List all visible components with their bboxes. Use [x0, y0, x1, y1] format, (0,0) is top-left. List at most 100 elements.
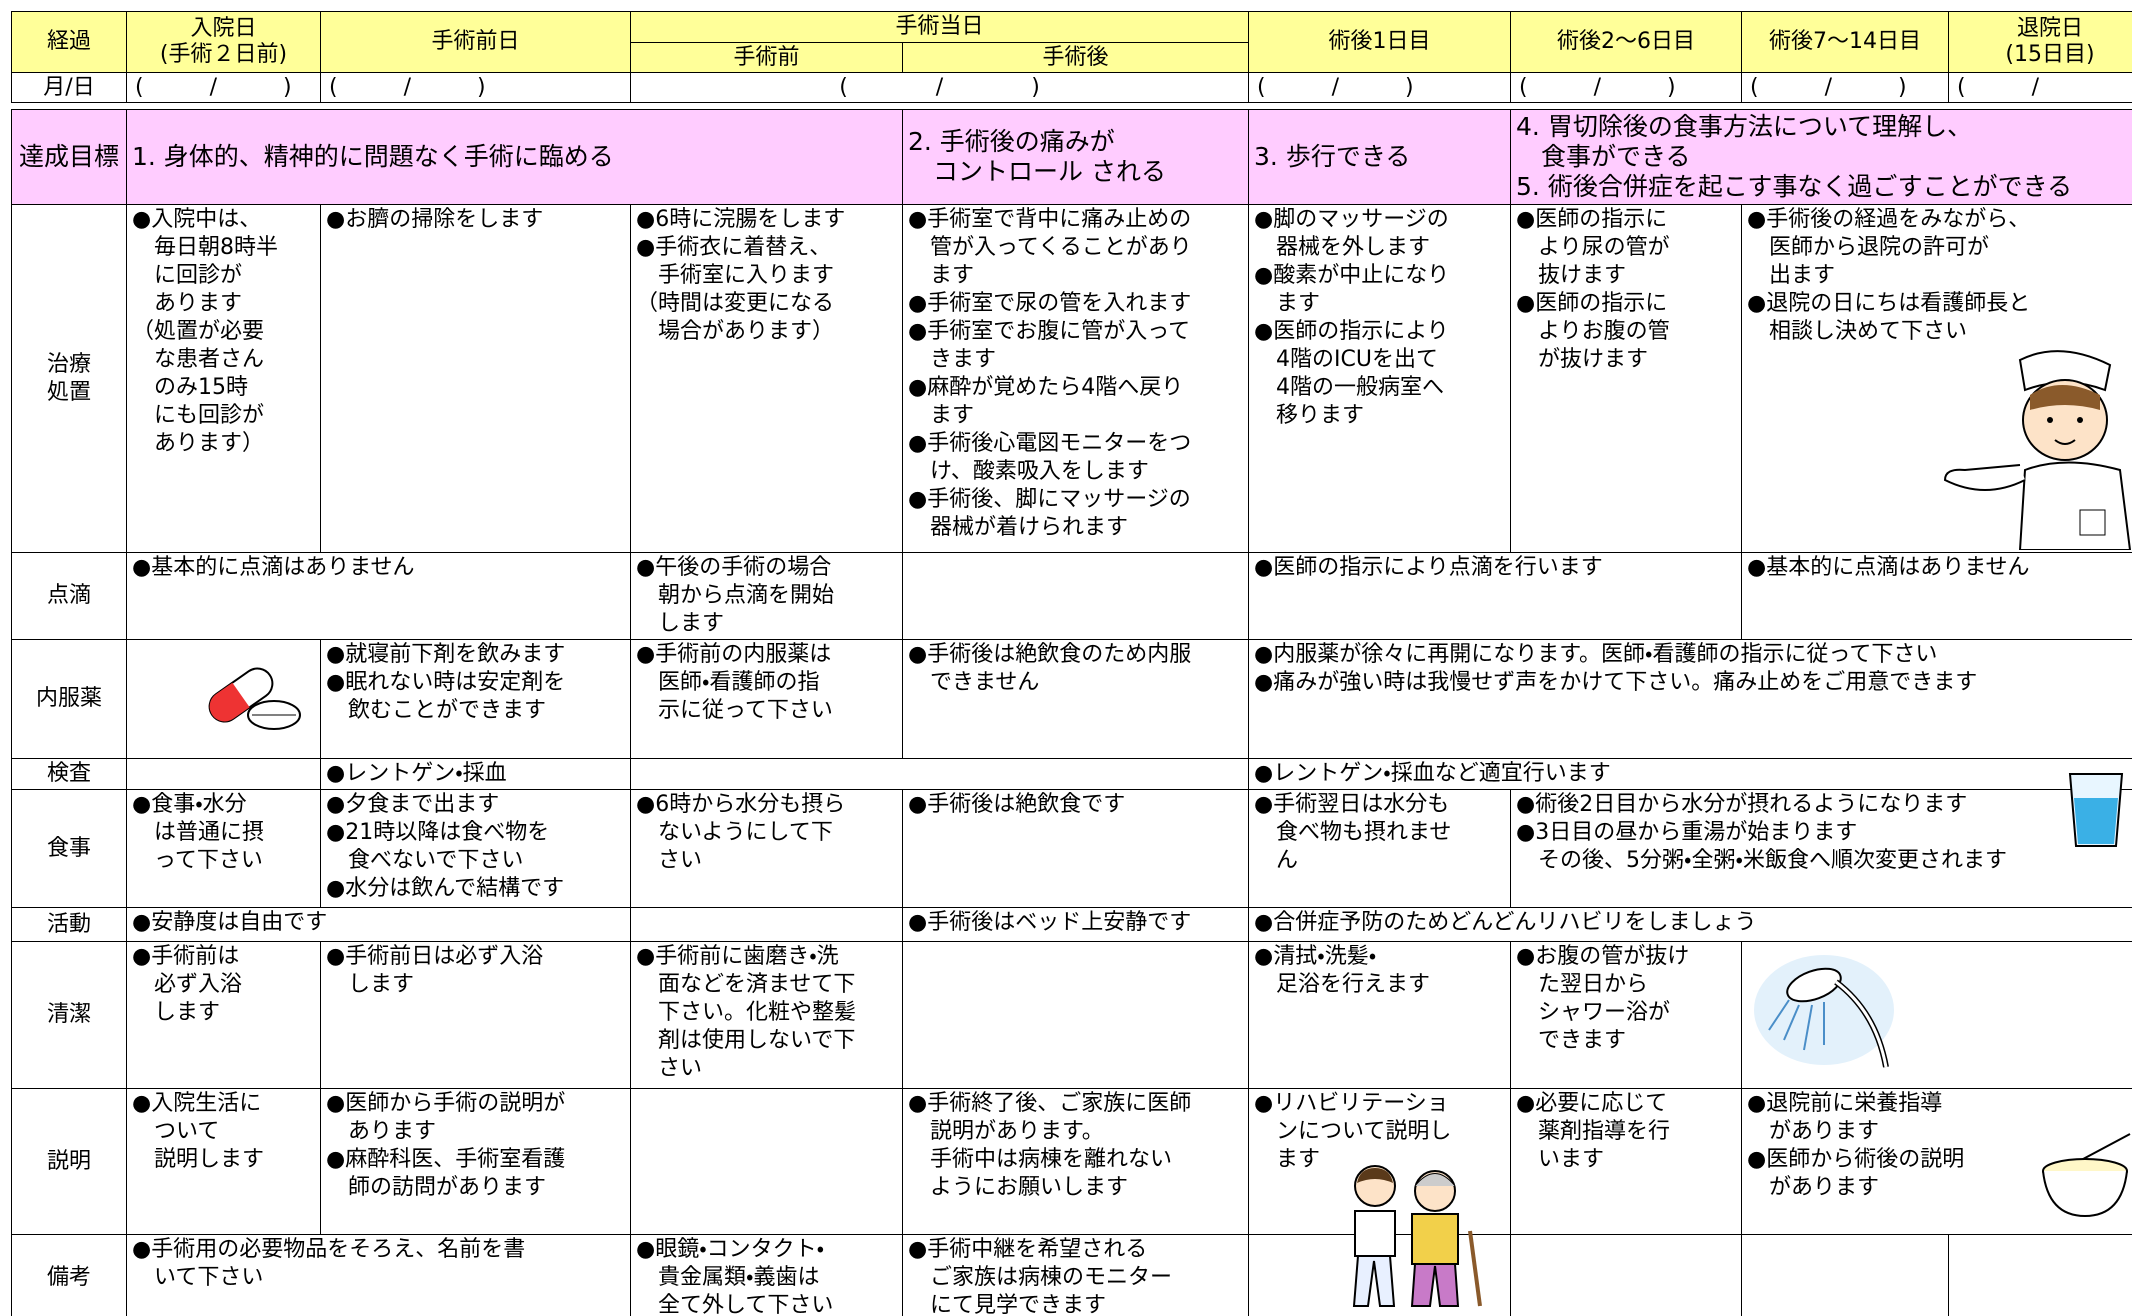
- cell: ●手術室で背中に痛み止めの 管が入ってくることがあり ます ●手術室で尿の管を入…: [901, 204, 1250, 553]
- row-label: 清潔: [11, 941, 127, 1089]
- cell: ●眼鏡・コンタクト・ 貴金属類・義歯は 全て外して下さい: [630, 1234, 903, 1316]
- row: 検査 ●レントゲン・採血 ●レントゲン・採血など適宜行います: [11, 758, 2132, 790]
- cell: ●6時から水分も摂ら ないようにして下 さい: [630, 789, 903, 908]
- row: 治療 処置 ●入院中は、 毎日朝8時半 に回診が あります （処置が必要 な患者…: [11, 204, 2132, 553]
- cell: ●基本的に点滴はありません: [1741, 552, 2132, 640]
- nurse-illustration: [1943, 350, 2132, 550]
- cell: ●入院中は、 毎日朝8時半 に回診が あります （処置が必要 な患者さん のみ1…: [126, 204, 321, 553]
- row-label: 達成目標: [11, 109, 127, 205]
- cell: [901, 941, 1250, 1089]
- bowl-illustration: [2042, 1133, 2131, 1218]
- header-cell: 術後1日目: [1248, 11, 1512, 73]
- cell: ●レントゲン・採血: [320, 758, 631, 790]
- date-row: 月/日 ( / ) ( / ) ( / ) ( / ) ( / ) ( / ) …: [11, 72, 2132, 103]
- row: 備考 ●手術用の必要物品をそろえ、名前を書 いて下さい ●眼鏡・コンタクト・ 貴…: [11, 1234, 2132, 1316]
- header-cell: 術後7～14日目: [1741, 11, 1950, 73]
- cell: ●基本的に点滴はありません: [126, 552, 631, 640]
- row: 食事 ●食事・水分 は普通に摂 って下さい ●夕食まで出ます ●21時以降は食べ…: [11, 789, 2132, 908]
- cell: ●医師の指示に より尿の管が 抜けます ●医師の指示に よりお腹の管 が抜けます: [1510, 204, 1743, 553]
- cell: ●手術用の必要物品をそろえ、名前を書 いて下さい: [126, 1234, 631, 1316]
- header-row: 経過 入院日 (手術２日前) 手術前日 手術当日 術後1日目 術後2～6日目 術…: [11, 11, 2132, 73]
- cell: ●必要に応じて 薬剤指導を行 います: [1510, 1088, 1743, 1235]
- cell: [630, 907, 903, 942]
- row-label: 説明: [11, 1088, 127, 1235]
- header-cell: 手術当日: [629, 11, 1250, 43]
- header-cell: 経過: [11, 11, 127, 73]
- cell: ●合併症予防のためどんどんリハビリをしましょう: [1248, 907, 2132, 942]
- header-row: 手術前 手術後: [12, 42, 2132, 73]
- cell: ●夕食まで出ます ●21時以降は食べ物を 食べないで下さい ●水分は飲んで結構で…: [320, 789, 631, 908]
- date-cell: ( /: [1948, 72, 2132, 103]
- header-cell: 術後2～6日目: [1510, 11, 1743, 73]
- cell: ●手術前に歯磨き・洗 面などを済ませて下 下さい。化粧や整髪 剤は使用しないで下…: [630, 941, 903, 1089]
- row: 活動 ●安静度は自由です ●手術後はベッド上安静です ●合併症予防のためどんどん…: [11, 907, 2132, 942]
- cell: ●6時に浣腸をします ●手術衣に着替え、 手術室に入ります （時間は変更になる …: [630, 204, 903, 553]
- date-cell: ( / ): [1741, 72, 1950, 103]
- row-label: 検査: [11, 758, 127, 790]
- cell: ●清拭・洗髪・ 足浴を行えます: [1248, 941, 1512, 1089]
- row-label: 備考: [11, 1234, 127, 1316]
- cell: ●医師から手術の説明が あります ●麻酔科医、手術室看護 師の訪問があります: [320, 1088, 631, 1235]
- row-label: 点滴: [11, 552, 127, 640]
- goal-cell: 3. 歩行できる: [1248, 109, 1512, 205]
- date-cell: ( / ): [320, 72, 631, 103]
- glass-illustration: [2068, 773, 2124, 847]
- cell: ●手術終了後、ご家族に医師 説明があります。 手術中は病棟を離れない ようにお願…: [901, 1088, 1250, 1235]
- cell: ●お臍の掃除をします: [320, 204, 631, 553]
- row: 内服薬 ●就寝前下剤を飲みます ●眠れない時は安定剤を 飲むことができます ●手…: [11, 639, 2132, 759]
- cell: ●手術後は絶飲食です: [901, 789, 1250, 908]
- row-label: 治療 処置: [11, 204, 127, 553]
- shower-illustration: [1754, 955, 1894, 1068]
- goal-cell: 1. 身体的、精神的に問題なく手術に臨める: [126, 109, 903, 205]
- header-cell: 入院日 (手術２日前): [126, 11, 321, 73]
- cell: ●就寝前下剤を飲みます ●眠れない時は安定剤を 飲むことができます: [320, 639, 631, 759]
- cell: [629, 758, 1250, 790]
- cell: ●入院生活に ついて 説明します: [126, 1088, 321, 1235]
- header-cell: 手術後: [901, 42, 1250, 73]
- row-label: 月/日: [11, 72, 127, 103]
- goal-row: 達成目標 1. 身体的、精神的に問題なく手術に臨める 2. 手術後の痛みが コン…: [11, 109, 2132, 205]
- header-cell: 手術前: [630, 42, 903, 73]
- cell: ●食事・水分 は普通に摂 って下さい: [126, 789, 321, 908]
- row-label: 活動: [11, 907, 127, 942]
- cell: [126, 758, 321, 790]
- row: 説明 ●入院生活に ついて 説明します ●医師から手術の説明が あります ●麻酔…: [11, 1088, 2132, 1235]
- walking-people-illustration: [1352, 1165, 1482, 1307]
- spacer: [11, 102, 2132, 110]
- cell: ●午後の手術の場合 朝から点滴を開始 します: [630, 552, 903, 640]
- date-cell: ( / ): [126, 72, 321, 103]
- cell: ●レントゲン・採血など適宜行います: [1248, 758, 2132, 790]
- cell: ●手術後は絶飲食のため内服 できません: [901, 639, 1250, 759]
- cell: ●内服薬が徐々に再開になります。医師・看護師の指示に従って下さい ●痛みが強い時…: [1248, 639, 2132, 759]
- date-cell: ( / ): [1248, 72, 1512, 103]
- spacer-cell: [11, 102, 2132, 110]
- cell: ●術後2日目から水分が摂れるようになります ●3日目の昼から重湯が始まります そ…: [1510, 789, 2132, 908]
- cell: ●医師の指示により点滴を行います: [1248, 552, 1743, 640]
- cell: [1948, 1234, 2132, 1316]
- cell: ●手術前の内服薬は 医師・看護師の指 示に従って下さい: [630, 639, 903, 759]
- cell: [901, 552, 1250, 640]
- goal-cell: 4. 胃切除後の食事方法について理解し、 食事ができる 5. 術後合併症を起こす…: [1510, 109, 2132, 205]
- cell: ●手術中継を希望される ご家族は病棟のモニター にて見学できます: [901, 1234, 1250, 1316]
- cell: ●手術前日は必ず入浴 します: [320, 941, 631, 1089]
- cell: ●手術前は 必ず入浴 します: [126, 941, 321, 1089]
- date-cell: ( / ): [629, 72, 1250, 103]
- date-cell: ( / ): [1510, 72, 1743, 103]
- cell: [1741, 1234, 1950, 1316]
- row-label: 内服薬: [11, 639, 127, 759]
- cell: [1510, 1234, 1743, 1316]
- cell: [630, 1088, 903, 1235]
- cell: ●手術後はベッド上安静です: [901, 907, 1250, 942]
- cell: ●脚のマッサージの 器械を外します ●酸素が中止になり ます ●医師の指示により…: [1248, 204, 1512, 553]
- cell: ●お腹の管が抜け た翌日から シャワー浴が できます: [1510, 941, 1743, 1089]
- header-cell: 手術前日: [320, 11, 631, 73]
- pill-illustration: [208, 667, 301, 730]
- cell: ●手術翌日は水分も 食べ物も摂れませ ん: [1248, 789, 1512, 908]
- cell: ●安静度は自由です: [126, 907, 631, 942]
- goal-cell: 2. 手術後の痛みが コントロール される: [901, 109, 1250, 205]
- header-cell: 退院日 (15日目): [1948, 11, 2132, 73]
- pathway-table: 経過 入院日 (手術２日前) 手術前日 手術当日 術後1日目 術後2～6日目 術…: [11, 11, 2132, 1316]
- row: 点滴 ●基本的に点滴はありません ●午後の手術の場合 朝から点滴を開始 します …: [11, 552, 2132, 640]
- row-label: 食事: [11, 789, 127, 908]
